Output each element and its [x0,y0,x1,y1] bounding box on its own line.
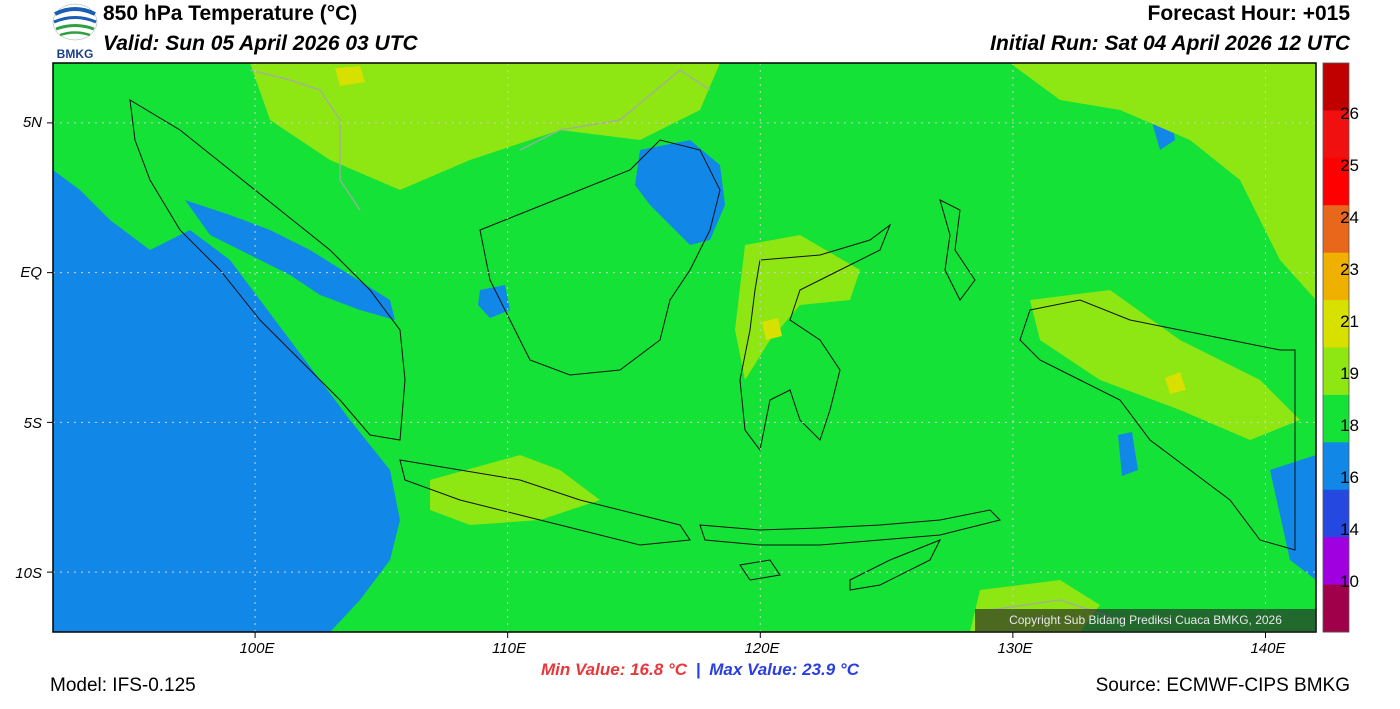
contour-region-yellow-spot-3 [762,318,782,340]
coastlines [129,99,1296,591]
lon-label: 100E [239,640,275,657]
contour-region-ygreen-papua [1030,290,1300,440]
lat-label: 5S [23,415,42,432]
colorbar-label: 19 [1340,364,1359,383]
copyright-notice: Copyright Sub Bidang Prediksi Cuaca BMKG… [975,609,1316,632]
map-title: 850 hPa Temperature (°C) [103,2,358,25]
colorbar-swatch [1323,300,1349,348]
contour-region-blue-sumatra [185,200,395,320]
initial-run: Initial Run: Sat 04 April 2026 12 UTC [990,32,1350,55]
coast-nusa-tenggara [699,509,1001,546]
colorbar-label: 26 [1340,104,1359,123]
colorbar-label: 16 [1340,468,1359,487]
coast-sulawesi [739,223,892,452]
gridlines [53,63,1316,632]
lon-label: 140E [1250,640,1286,657]
coast-timor [849,539,942,591]
model-name: Model: IFS-0.125 [50,675,196,696]
colorbar-swatch [1323,252,1349,301]
logo-text: BMKG [57,47,94,60]
colorbar-swatch [1323,63,1349,111]
contour-region-blue-sea [478,285,510,318]
max-value: Max Value: 23.9 °C [709,660,860,679]
colorbar-label: 18 [1340,416,1359,435]
contour-region-yellow-spot-1 [335,66,365,86]
lat-label: 10S [15,565,42,582]
map-field [53,63,1316,632]
lon-label: 130E [997,640,1033,657]
axis-ticks [47,122,1266,638]
lon-label: 120E [744,640,780,657]
colorbar-frame [1322,62,1350,633]
contour-region-blue-se [1270,455,1316,580]
lat-label: 5N [22,114,42,131]
colorbar-label: 23 [1340,260,1359,279]
coast-papua [1019,299,1296,551]
value-separator: | [695,660,701,679]
forecast-hour: Forecast Hour: +015 [1147,2,1351,25]
border-borneo [519,69,711,151]
valid-time: Valid: Sun 05 April 2026 03 UTC [103,32,418,55]
colorbar-swatch [1323,584,1349,633]
colorbar-swatch [1323,394,1349,443]
coast-halmahera [939,199,976,301]
min-value: Min Value: 16.8 °C [540,660,687,679]
contour-region-ygreen-ne [1010,63,1316,300]
contour-region-yellow-spot-2 [1165,372,1186,394]
colorbar-label: 14 [1340,520,1359,539]
colorbar-swatch [1323,205,1349,254]
colorbar-swatch [1323,489,1349,538]
coast-sumatra [129,99,406,441]
contour-region-ygreen-sulawesi [735,235,860,380]
bmkg-logo: BMKG [52,3,98,60]
contour-region-blue-west [53,170,400,632]
colorbar-swatch [1323,442,1349,491]
contour-region-ygreen-north [250,63,720,190]
min-max-values: Min Value: 16.8 °C | Max Value: 23.9 °C [0,660,1400,680]
colorbar-swatch [1323,157,1349,206]
contour-region-blue-borneo [635,140,725,245]
colorbar-swatch [1323,537,1349,586]
colorbar-swatch [1323,347,1349,396]
colorbar-swatch [1323,110,1349,159]
map-frame [52,62,1317,633]
colorbar-label: 24 [1340,208,1359,227]
coast-borneo [479,139,721,376]
colorbar-label: 10 [1340,572,1359,591]
colorbar-label: 21 [1340,312,1359,331]
coast-java [399,459,691,546]
lon-label: 110E [492,640,526,657]
colorbar [1322,62,1350,633]
contour-region-blue-aru [1118,432,1138,476]
lat-label: EQ [20,264,42,281]
data-source: Source: ECMWF-CIPS BMKG [1095,675,1350,696]
colorbar-label: 25 [1340,156,1359,175]
border-malaysia [249,69,361,211]
